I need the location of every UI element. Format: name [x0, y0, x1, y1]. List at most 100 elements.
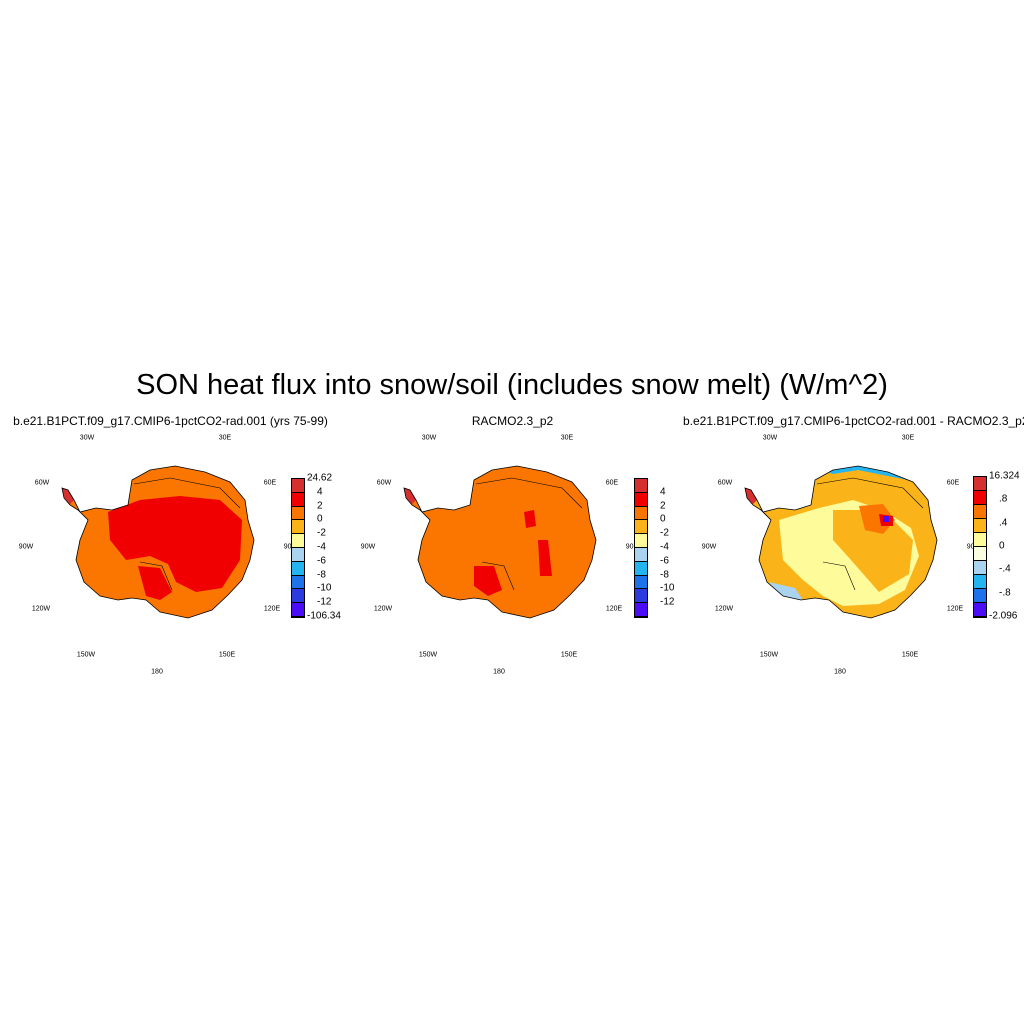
value-region — [474, 566, 502, 596]
colorbar-swatch — [635, 479, 647, 493]
colorbar-label: 0 — [317, 513, 323, 525]
colorbar-swatch — [974, 505, 986, 519]
value-region — [769, 582, 803, 600]
colorbar-label: 2 — [317, 500, 323, 512]
coordinate-label: 180 — [834, 668, 846, 676]
colorbar-label: 4 — [317, 486, 323, 498]
colorbar-label: 2 — [660, 500, 666, 512]
colorbar-swatch — [292, 575, 304, 590]
colorbar-swatch — [974, 519, 986, 533]
grounding-line — [822, 561, 856, 591]
colorbar-label: .8 — [999, 493, 1008, 505]
colorbar-swatch — [635, 603, 647, 617]
colorbar-swatch — [292, 561, 304, 576]
coordinate-label: 150W — [76, 651, 96, 659]
coordinate-label: 150E — [560, 651, 578, 659]
colorbar-label: -8 — [317, 569, 326, 581]
colorbar-swatch — [635, 589, 647, 604]
colorbar-swatch — [635, 575, 647, 590]
colorbar-label: -4 — [660, 541, 669, 553]
colorbar-swatch — [292, 603, 304, 617]
coastline — [744, 465, 938, 619]
panel-difference: b.e21.B1PCT.f09_g17.CMIP6-1pctCO2-rad.00… — [683, 412, 1024, 682]
colorbar-label: 0 — [660, 513, 666, 525]
coordinate-label: 150E — [901, 651, 919, 659]
colorbar-swatch — [292, 534, 304, 548]
coastline — [403, 465, 597, 619]
coordinate-label: 60W — [34, 479, 50, 487]
colorbar-label: 0 — [999, 540, 1005, 552]
colorbar-label: -.4 — [999, 563, 1011, 575]
coordinate-label: 90W — [18, 543, 34, 551]
grounding-line — [816, 477, 924, 509]
coordinate-label: 60E — [946, 479, 960, 487]
colorbar-label: -2.096 — [989, 610, 1018, 622]
colorbar-swatch — [974, 491, 986, 505]
colorbar-label: 4 — [660, 486, 666, 498]
colorbar-swatch — [635, 561, 647, 576]
coordinate-label: 60E — [263, 479, 277, 487]
colorbar-swatch — [974, 533, 986, 547]
coordinate-label: 90E — [625, 543, 639, 551]
colorbar-label: -.8 — [999, 587, 1011, 599]
colorbar-swatch — [974, 589, 986, 603]
value-region — [859, 504, 895, 534]
colorbar-swatch — [635, 534, 647, 548]
colorbar-label: -10 — [660, 582, 675, 594]
coordinate-label: 150W — [418, 651, 438, 659]
colorbar-swatch — [974, 477, 986, 491]
coordinate-label: 150E — [218, 651, 236, 659]
coordinate-label: 120W — [31, 605, 51, 613]
coordinate-label: 30W — [421, 434, 437, 442]
coordinate-label: 30E — [560, 434, 574, 442]
coordinate-label: 120E — [263, 605, 281, 613]
value-region — [833, 510, 913, 592]
antarctica-map — [403, 465, 597, 619]
colorbar-label: -12 — [317, 596, 332, 608]
coordinate-label: 30E — [901, 434, 915, 442]
colorbar-swatch — [292, 520, 304, 535]
coordinate-label: 120W — [714, 605, 734, 613]
coordinate-label: 60E — [605, 479, 619, 487]
colorbar-label: 24.62 — [307, 472, 333, 484]
panel-title: b.e21.B1PCT.f09_g17.CMIP6-1pctCO2-rad.00… — [683, 414, 1024, 428]
antarctica-map — [61, 465, 255, 619]
panel-title: RACMO2.3_p2 — [471, 414, 554, 428]
colorbar-swatch — [974, 603, 986, 617]
grounding-line — [133, 477, 241, 509]
colorbar — [291, 478, 305, 618]
colorbar-label: -2 — [660, 527, 669, 539]
colorbar-label: -6 — [317, 555, 326, 567]
value-region — [138, 566, 172, 600]
colorbar-label: -12 — [660, 596, 675, 608]
coordinate-label: 120E — [605, 605, 623, 613]
coordinate-label: 60W — [376, 479, 392, 487]
coordinate-label: 150W — [759, 651, 779, 659]
panel-model: b.e21.B1PCT.f09_g17.CMIP6-1pctCO2-rad.00… — [0, 412, 341, 682]
colorbar — [973, 476, 987, 618]
coordinate-label: 30W — [79, 434, 95, 442]
coordinate-label: 30W — [762, 434, 778, 442]
colorbar-label: -106.34 — [307, 610, 341, 622]
coordinate-label: 90W — [360, 543, 376, 551]
figure-title: SON heat flux into snow/soil (includes s… — [136, 369, 888, 401]
colorbar — [634, 478, 648, 618]
colorbar-swatch — [635, 492, 647, 507]
colorbar-label: -8 — [660, 569, 669, 581]
colorbar-swatch — [292, 506, 304, 521]
colorbar-label: .4 — [999, 517, 1008, 529]
coordinate-label: 90W — [701, 543, 717, 551]
colorbar-label: 16.324 — [989, 470, 1020, 482]
coordinate-label: 30E — [218, 434, 232, 442]
land-fill — [404, 466, 596, 618]
colorbar-swatch — [635, 520, 647, 535]
coordinate-label: 120W — [373, 605, 393, 613]
coordinate-label: 60W — [717, 479, 733, 487]
colorbar-swatch — [635, 547, 647, 562]
colorbar-label: -6 — [660, 555, 669, 567]
colorbar-label: -4 — [317, 541, 326, 553]
colorbar-swatch — [292, 479, 304, 493]
colorbar-swatch — [635, 506, 647, 521]
value-region — [883, 516, 889, 522]
grounding-line — [475, 477, 583, 509]
